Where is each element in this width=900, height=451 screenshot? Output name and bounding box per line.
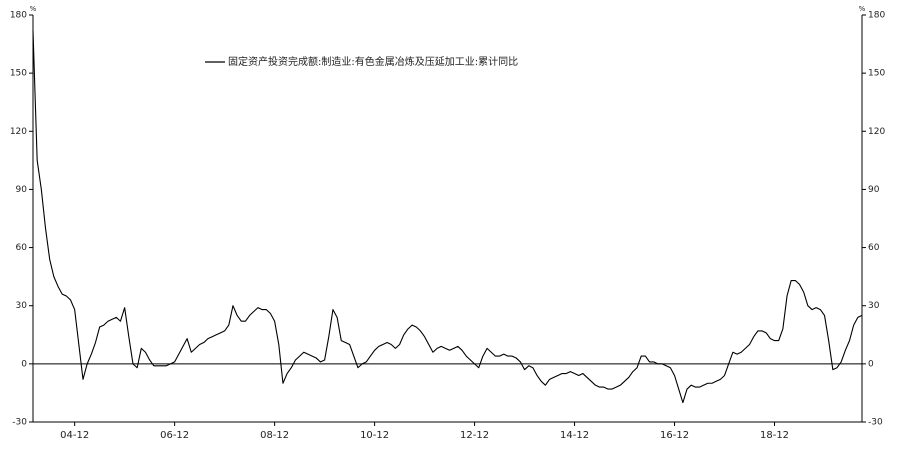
y-tick-label: 180 bbox=[10, 11, 27, 21]
y2-tick-label: 180 bbox=[868, 11, 885, 21]
y2-tick-label: -30 bbox=[868, 418, 883, 428]
y2-tick-label: 30 bbox=[868, 301, 880, 311]
y2-tick-label: 90 bbox=[868, 185, 880, 195]
y-tick-label: 90 bbox=[16, 185, 28, 195]
x-tick-label: 10-12 bbox=[360, 430, 389, 441]
x-tick-label: 18-12 bbox=[760, 430, 789, 441]
y-tick-label: 120 bbox=[10, 127, 27, 137]
x-tick-label: 08-12 bbox=[260, 430, 289, 441]
y-tick-label: 0 bbox=[21, 359, 27, 369]
y2-tick-label: 150 bbox=[868, 69, 885, 79]
y2-tick-label: 0 bbox=[868, 359, 874, 369]
legend-label: 固定资产投资完成额:制造业:有色金属冶炼及压延加工业:累计同比 bbox=[228, 55, 518, 68]
x-tick-label: 04-12 bbox=[60, 430, 89, 441]
y2-tick-label: 60 bbox=[868, 243, 880, 253]
y2-axis-unit: % bbox=[859, 5, 866, 13]
x-tick-label: 06-12 bbox=[160, 430, 189, 441]
x-tick-label: 16-12 bbox=[660, 430, 689, 441]
series-line bbox=[32, 30, 863, 404]
y2-tick-label: 120 bbox=[868, 127, 885, 137]
y-tick-label: 60 bbox=[16, 243, 28, 253]
x-tick-label: 14-12 bbox=[560, 430, 589, 441]
y-tick-label: 30 bbox=[16, 301, 28, 311]
y-tick-label: -30 bbox=[12, 418, 27, 428]
y-tick-label: 150 bbox=[10, 69, 27, 79]
y-axis-unit: % bbox=[30, 5, 37, 13]
x-tick-label: 12-12 bbox=[460, 430, 489, 441]
